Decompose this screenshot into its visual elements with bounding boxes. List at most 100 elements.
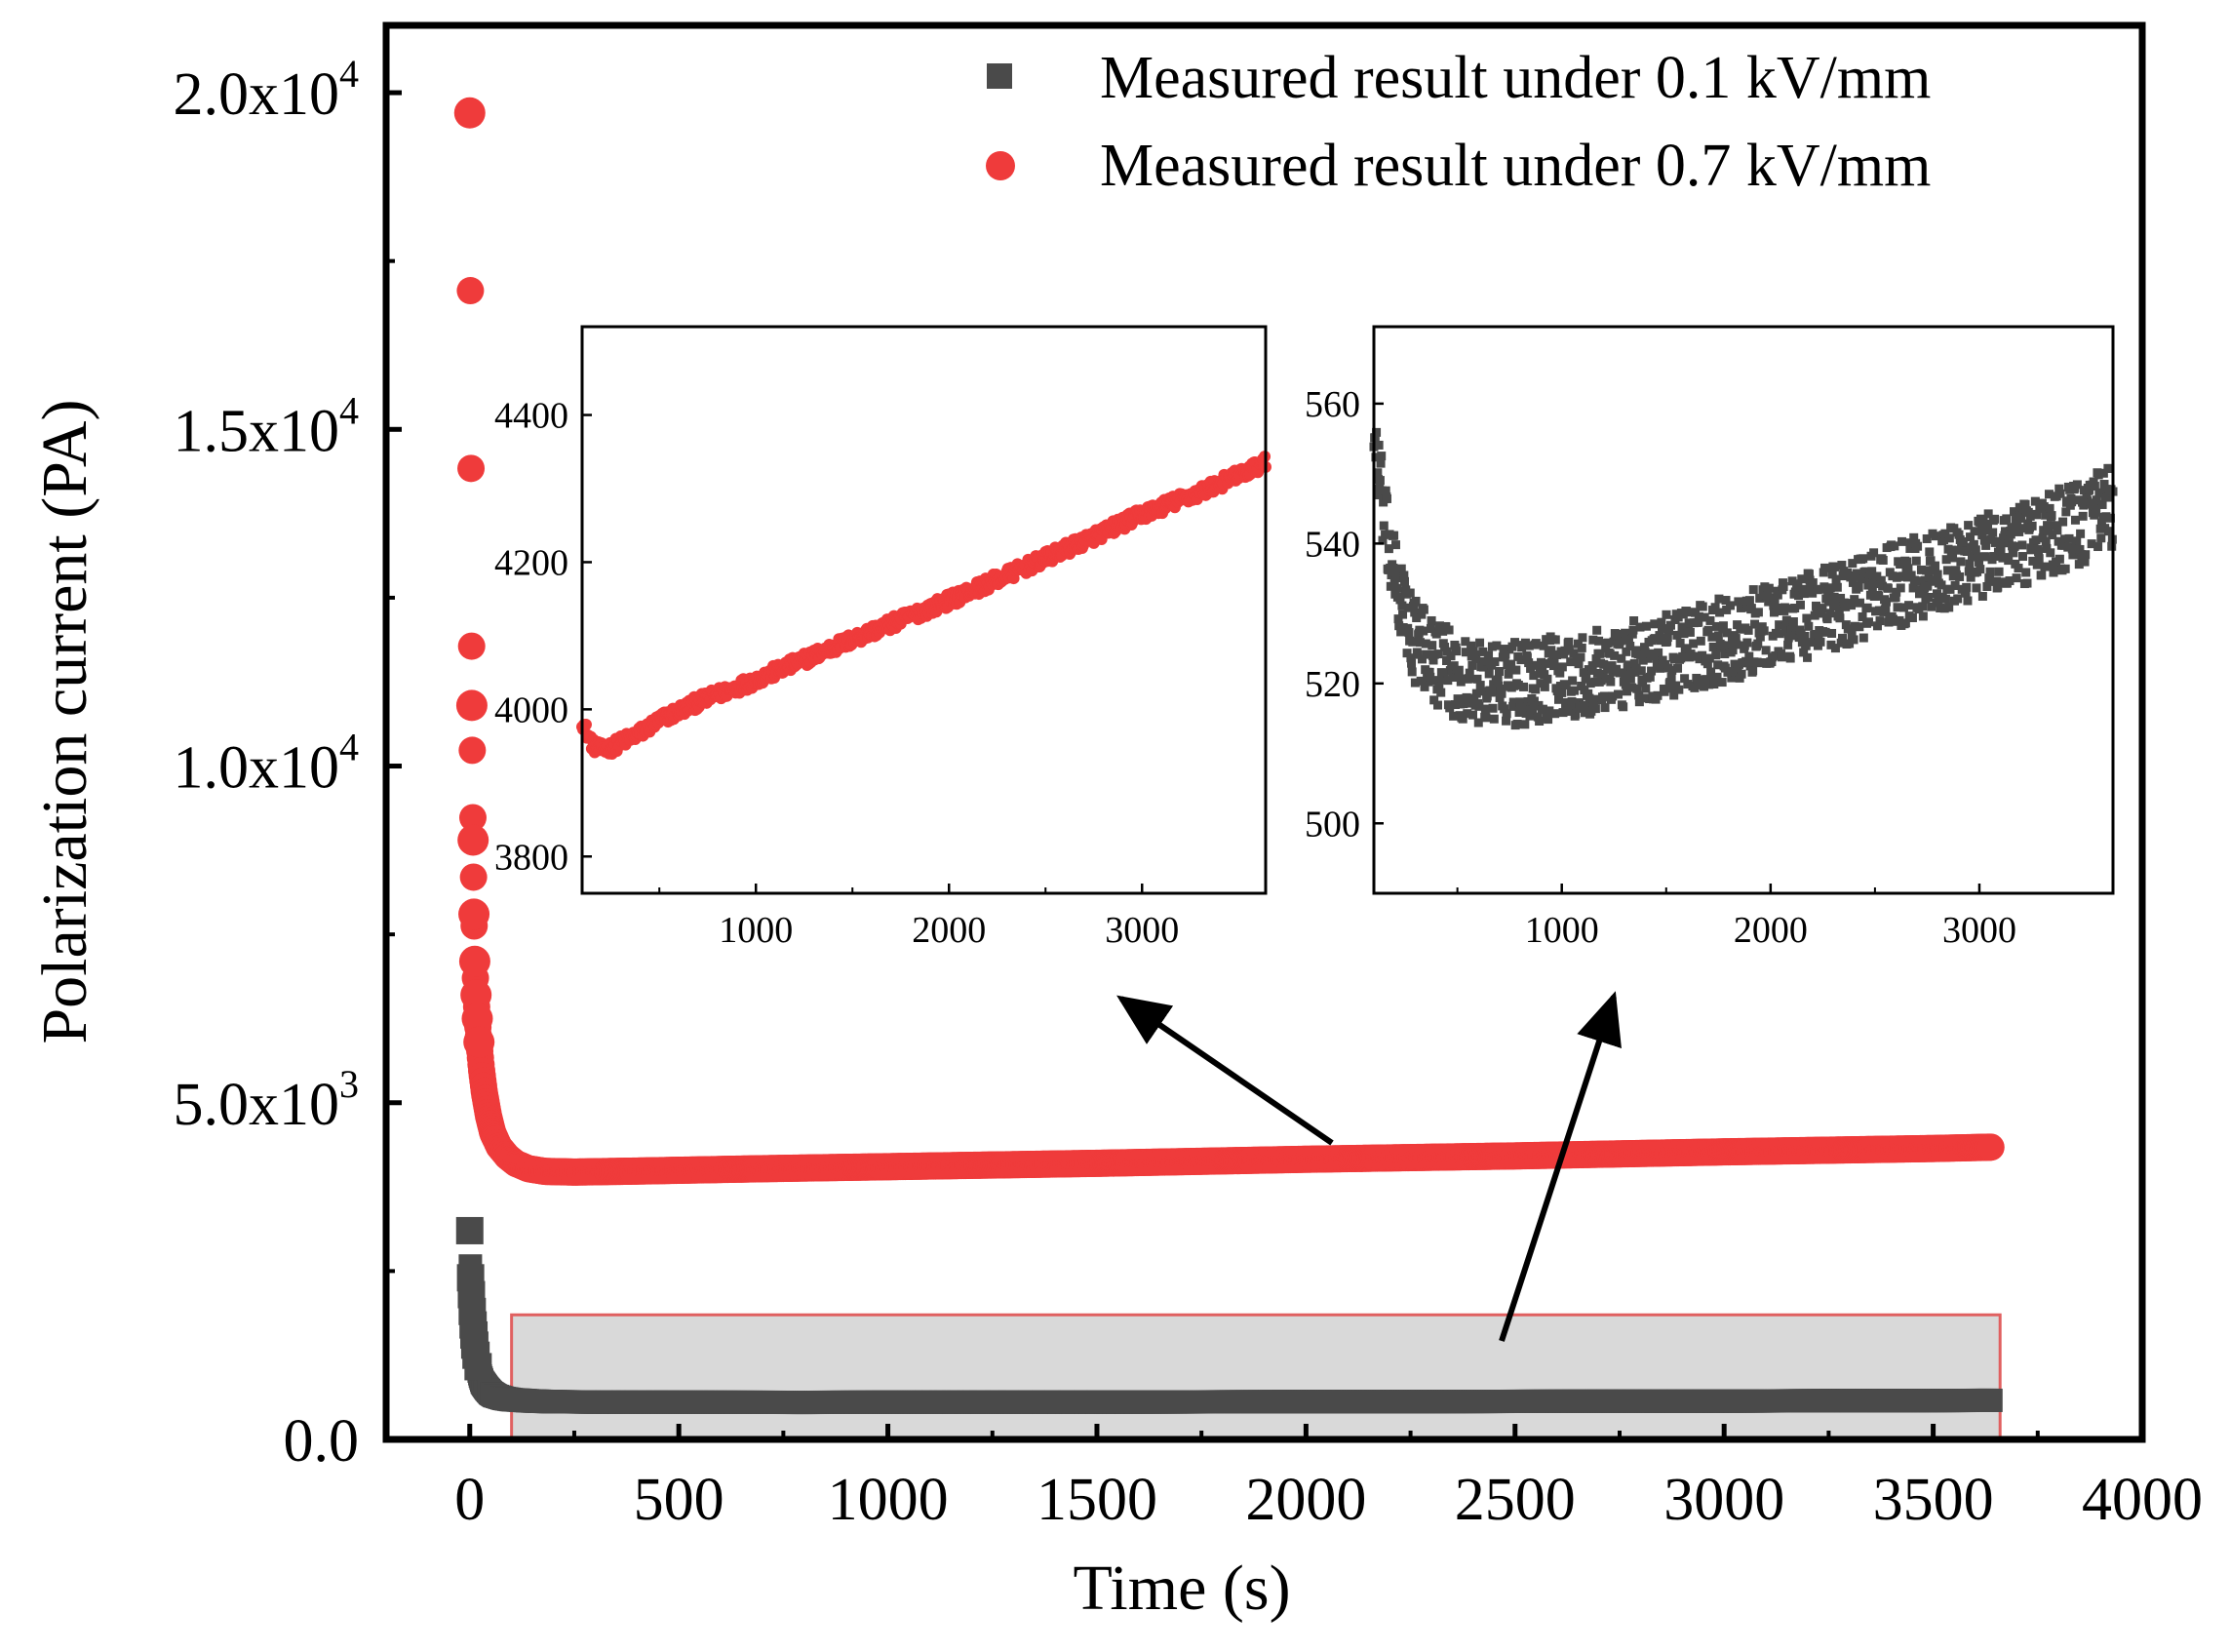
inset-point: [1411, 596, 1421, 606]
data-point: [458, 804, 487, 832]
inset-point: [1461, 648, 1470, 657]
inset-point: [1660, 687, 1669, 696]
inset-point: [1617, 653, 1626, 663]
inset-point: [1972, 583, 1981, 593]
inset-point: [1682, 607, 1692, 616]
inset-point: [1990, 514, 2000, 524]
inset-point: [1707, 632, 1717, 642]
inset-point: [2080, 557, 2090, 567]
inset-point: [1371, 452, 1381, 462]
inset-point: [1902, 557, 1912, 567]
inset-x-tick-label: 3000: [1942, 910, 2016, 951]
inset-point: [2096, 518, 2106, 528]
inset-point: [1817, 609, 1826, 618]
inset-point: [1587, 661, 1597, 671]
inset-point: [1454, 672, 1464, 682]
inset-point: [1858, 554, 1868, 564]
inset-point: [1427, 615, 1436, 625]
inset-point: [1389, 563, 1398, 572]
inset-point: [1422, 649, 1431, 659]
inset-point: [1867, 567, 1877, 576]
inset-point: [1948, 553, 1958, 563]
inset-point: [1771, 650, 1780, 660]
inset-point: [1947, 545, 1957, 555]
inset-point: [1743, 625, 1753, 635]
inset-point: [1737, 669, 1746, 679]
inset-point: [1706, 667, 1716, 677]
inset-point: [1419, 626, 1428, 636]
inset-point: [1421, 639, 1430, 649]
inset-y-tick-label: 500: [1305, 804, 1360, 845]
inset-point: [1625, 674, 1635, 684]
inset-point: [1941, 555, 1951, 565]
inset-point: [1655, 631, 1664, 641]
inset-point: [1843, 624, 1853, 634]
inset-point: [1804, 570, 1814, 579]
inset-point: [1858, 611, 1867, 621]
data-point: [461, 1003, 493, 1035]
inset-point: [1718, 621, 1728, 631]
inset-point: [1520, 720, 1530, 729]
inset-point: [1830, 644, 1840, 653]
inset-point: [1399, 570, 1409, 580]
data-point: [456, 277, 485, 305]
inset-point: [1484, 650, 1494, 660]
inset-point: [1680, 674, 1690, 684]
inset-point: [1981, 526, 1991, 535]
data-point: [455, 689, 488, 722]
inset-point: [1985, 567, 1995, 576]
inset-point: [1513, 681, 1523, 690]
inset-point: [1451, 700, 1461, 710]
inset-point: [1428, 655, 1438, 665]
inset-point: [1531, 639, 1541, 649]
inset-point: [1731, 634, 1741, 644]
inset-point: [1543, 674, 1552, 684]
inset-point: [1669, 690, 1679, 700]
x-tick-label: 3500: [1873, 1467, 1994, 1533]
inset-point: [1584, 693, 1594, 703]
inset-point: [1982, 581, 1992, 591]
inset-point: [1850, 595, 1859, 605]
inset-point: [1744, 596, 1754, 606]
inset-point: [1653, 690, 1663, 700]
inset-point: [1619, 702, 1628, 712]
inset-frame: [580, 325, 1268, 895]
inset-point: [1665, 620, 1675, 630]
inset-point: [1977, 531, 1987, 540]
inset-point: [1893, 603, 1902, 612]
inset-point: [1683, 680, 1693, 689]
inset-point: [1464, 698, 1473, 708]
inset-point: [1426, 672, 1435, 682]
inset-point: [1965, 559, 1975, 569]
inset-point: [2093, 470, 2103, 480]
inset-point: [2090, 482, 2099, 492]
inset-point: [1463, 709, 1472, 719]
inset-point: [1461, 637, 1470, 647]
inset-point: [1976, 525, 1986, 534]
inset-point: [1863, 617, 1873, 627]
inset-point: [1478, 662, 1488, 672]
inset-point: [1799, 648, 1809, 657]
inset-point: [1392, 583, 1402, 593]
inset-point: [1511, 665, 1521, 675]
inset-point: [1502, 716, 1511, 726]
inset-point: [2034, 547, 2044, 557]
inset-point: [1438, 626, 1448, 636]
inset-point: [1377, 452, 1387, 461]
inset-point: [1442, 656, 1452, 666]
inset-point: [1927, 602, 1937, 611]
inset-point: [1770, 598, 1780, 608]
inset-frame: [1372, 325, 2115, 895]
inset-point: [1678, 651, 1688, 661]
inset-point: [1969, 539, 1978, 549]
inset-point: [1836, 593, 1846, 603]
inset-point: [2037, 570, 2047, 580]
inset-point: [1524, 658, 1534, 668]
data-point: [457, 454, 486, 483]
inset-point: [1799, 589, 1809, 599]
inset-point: [1857, 574, 1866, 584]
inset-point: [1641, 621, 1651, 631]
arrow-to-dark-inset: [1499, 991, 1622, 1342]
inset-point: [1933, 570, 1942, 579]
inset-point: [1722, 605, 1732, 614]
